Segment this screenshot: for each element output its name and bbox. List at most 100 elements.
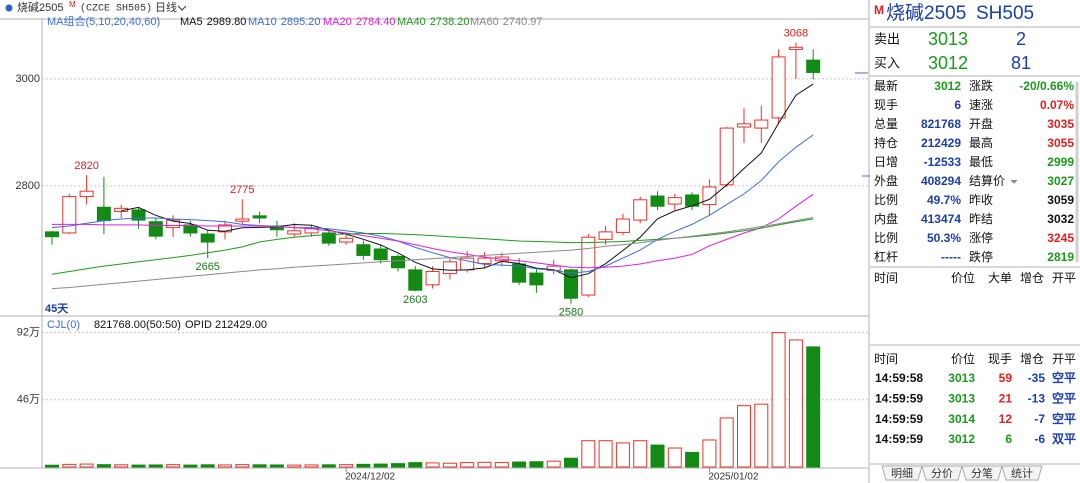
- candle-body: [269, 225, 284, 231]
- volume-bar: [754, 403, 769, 468]
- tab[interactable]: 统计: [1011, 467, 1033, 480]
- ma-legend-value: 2895.20: [281, 16, 321, 28]
- volume-bar: [218, 464, 232, 468]
- volume-bar: [529, 461, 544, 468]
- tab-shape[interactable]: [961, 465, 1003, 481]
- quote-label: 现手: [874, 98, 898, 112]
- volume-bar: [771, 332, 786, 468]
- extreme-label: 2665: [195, 261, 219, 273]
- candle-body: [200, 233, 215, 243]
- quote-label: 内盘: [874, 211, 898, 226]
- tab[interactable]: 分价: [931, 467, 953, 480]
- quote-value: 413474: [921, 212, 961, 226]
- volume-bar: [235, 464, 250, 468]
- extreme-label: 2775: [230, 184, 254, 196]
- extreme-label: 3068: [784, 27, 808, 39]
- tab-shape[interactable]: [1001, 465, 1043, 481]
- extreme-label: 2580: [559, 306, 583, 318]
- dropdown-arrow[interactable]: [1010, 179, 1018, 184]
- y-tick-label: 3000: [16, 73, 40, 85]
- trade-cell: 59: [999, 371, 1013, 385]
- trade-cell: 3013: [948, 371, 975, 385]
- quote-label: 持仓: [874, 135, 898, 150]
- volume-bar: [737, 405, 751, 468]
- volume-bar: [564, 457, 578, 468]
- book-volume: 2: [1016, 29, 1026, 49]
- ma-legend-value: 2738.20: [430, 16, 470, 28]
- symbol[interactable]: 烧碱2505: [17, 1, 63, 14]
- ma-legend-title[interactable]: MA组合(5,10,20,40,60): [47, 14, 160, 28]
- trade-cell: -7: [1034, 412, 1045, 426]
- volume-bar: [391, 463, 405, 468]
- volume-bar: [598, 440, 613, 468]
- candle-body: [650, 195, 665, 207]
- tab-shape[interactable]: [921, 465, 963, 481]
- ma-legend-name: MA5: [180, 16, 203, 28]
- ma-line: [52, 193, 814, 269]
- volume-bar: [650, 444, 665, 468]
- volume-bar: [356, 463, 371, 468]
- quote-label: 最新: [874, 78, 898, 93]
- ma-legend-name: MA10: [248, 16, 277, 28]
- volume-bar: [96, 464, 111, 468]
- dropdown-arrow[interactable]: [177, 5, 187, 11]
- period[interactable]: 日线: [155, 0, 177, 14]
- volume-bar: [373, 463, 388, 468]
- candle-body: [737, 123, 751, 128]
- volume-bar: [166, 464, 181, 468]
- volume-bar: [425, 462, 440, 468]
- trade-cell: 21: [999, 391, 1013, 405]
- candle-body: [391, 255, 405, 269]
- ma-line: [121, 83, 814, 279]
- ma-line: [51, 134, 814, 274]
- volume-bar: [321, 464, 336, 468]
- candle-body: [321, 232, 336, 244]
- volume-bar: [339, 464, 354, 468]
- volume-bar: [719, 417, 734, 468]
- volume-bar: [685, 451, 700, 468]
- book-volume: 81: [1011, 53, 1031, 73]
- candle-body: [131, 209, 146, 221]
- volume-bar: [287, 464, 302, 468]
- quote-value: 3012: [934, 79, 961, 93]
- table-header: 增仓: [1020, 271, 1044, 285]
- volume-bar: [477, 461, 492, 468]
- extreme-label: 2603: [403, 294, 427, 306]
- quote-value: 2819: [1047, 250, 1074, 264]
- y-tick-label: 92万: [17, 327, 40, 339]
- ma-line: [51, 217, 814, 290]
- trade-cell: 3012: [948, 432, 975, 446]
- exchange: (CZCE SH505): [80, 3, 152, 15]
- ma-legend-name: MA60: [470, 16, 499, 28]
- candle-body: [615, 218, 630, 233]
- volume-bar: [304, 464, 319, 468]
- trade-cell: 14:59:58: [875, 371, 923, 385]
- y-tick-label: 2800: [16, 180, 40, 192]
- table-header: 大单: [988, 271, 1012, 285]
- table-header: 增仓: [1020, 352, 1044, 366]
- table-header: 现手: [988, 352, 1012, 366]
- volume-bar: [702, 439, 717, 468]
- ma-legend-name: MA40: [397, 16, 426, 28]
- y-tick-label: 46万: [17, 394, 40, 406]
- tab[interactable]: 明细: [891, 467, 913, 480]
- volume-bar: [460, 462, 475, 468]
- candle-body: [235, 218, 250, 222]
- tab[interactable]: 分笔: [971, 466, 993, 480]
- quote-value: 408294: [921, 174, 961, 188]
- volume-bar: [183, 464, 198, 468]
- quote-label: 日增: [874, 155, 898, 169]
- candle-body: [667, 197, 682, 205]
- volume-legend: CJL(0): [47, 319, 80, 331]
- candle-body: [477, 257, 492, 264]
- volume-bar: [581, 440, 596, 468]
- trade-cell: 3014: [948, 412, 975, 426]
- quote-value: 2999: [1047, 155, 1074, 169]
- tab-shape[interactable]: [881, 465, 923, 481]
- trade-cell: -35: [1028, 371, 1046, 385]
- book-price: 3012: [928, 53, 968, 73]
- volume-bar: [806, 346, 821, 468]
- candle-body: [581, 236, 596, 296]
